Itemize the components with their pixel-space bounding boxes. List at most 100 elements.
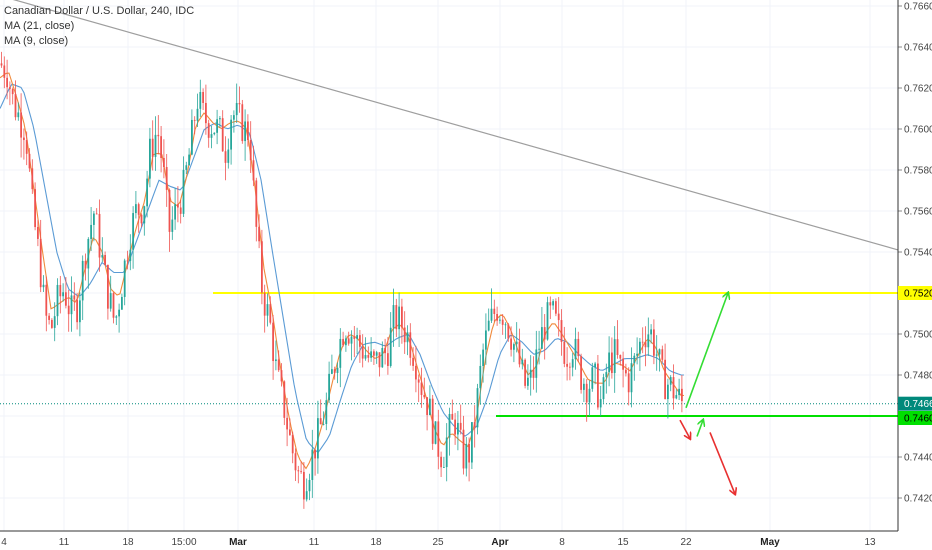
candle-body [157, 134, 160, 137]
candle-body [560, 320, 563, 342]
candle-body [188, 154, 190, 166]
candle-body [207, 123, 210, 138]
y-tick-label: 0.7580 [904, 166, 932, 177]
candle-body [165, 167, 168, 190]
candle-body [507, 324, 510, 339]
candle-body [485, 330, 487, 350]
candle-body [115, 316, 118, 318]
candle-body [261, 241, 263, 293]
projection-arrow-down_short [679, 419, 690, 438]
candle-body [415, 365, 417, 380]
candle-body [23, 137, 25, 141]
y-tick-label: 0.7640 [904, 43, 932, 54]
candle-body [493, 308, 496, 314]
candle-body [322, 424, 325, 425]
candle-body [109, 293, 112, 309]
candle-body [314, 449, 316, 459]
ma21-line [0, 83, 685, 454]
candle-body [196, 108, 199, 121]
candle-body [426, 397, 428, 416]
candle-body [555, 301, 557, 314]
candle-body [342, 338, 344, 346]
candle-body [373, 351, 375, 356]
candle-body [73, 295, 76, 300]
candle-body [420, 382, 423, 395]
candle-body [241, 104, 244, 142]
candle-body [101, 255, 104, 258]
candle-body [515, 341, 518, 345]
candle-body [160, 136, 162, 158]
candle-body [454, 419, 456, 435]
candle-body [378, 352, 381, 368]
candle-body [653, 329, 655, 356]
candle-body [625, 369, 627, 374]
candle-body [597, 363, 599, 408]
candle-body [233, 115, 235, 120]
candle-body [457, 422, 459, 435]
candle-body [398, 306, 400, 330]
candle-body [630, 363, 633, 393]
candle-body [521, 359, 524, 365]
candle-body [205, 102, 207, 124]
candle-body [305, 491, 308, 500]
candle-body [445, 437, 448, 468]
candle-body [297, 470, 300, 472]
candle-body [588, 388, 591, 403]
candle-body [249, 140, 252, 161]
candle-body [179, 207, 182, 214]
candle-body [177, 204, 179, 208]
levels-layer [0, 292, 898, 417]
candle-body [34, 189, 36, 228]
candle-body [126, 260, 129, 262]
candle-body [546, 302, 549, 340]
candle-body [210, 134, 213, 138]
candle-body [3, 65, 6, 78]
candle-body [462, 429, 465, 469]
candle-body [616, 339, 619, 355]
candle-body [230, 119, 232, 150]
candle-body [333, 369, 336, 373]
candle-body [59, 284, 62, 297]
candle-body [403, 327, 406, 343]
candle-body [182, 169, 185, 214]
candle-body [401, 306, 403, 328]
y-tick-label: 0.7500 [904, 330, 932, 341]
candle-body [93, 213, 95, 225]
x-tick-label: Mar [229, 537, 247, 548]
candle-body [121, 296, 123, 310]
candle-body [325, 400, 328, 425]
candle-body [471, 422, 473, 463]
candle-body [641, 341, 644, 343]
candle-body [219, 118, 221, 120]
x-tick-label: Apr [491, 537, 508, 548]
candle-body [11, 89, 14, 95]
candle-body [423, 394, 426, 398]
candle-body [95, 213, 98, 215]
chart-title: Canadian Dollar / U.S. Dollar, 240, IDC [4, 5, 195, 17]
legend-ma9: MA (9, close) [4, 35, 69, 47]
candle-body [392, 305, 395, 328]
candle-body [79, 300, 81, 323]
candle-body [238, 102, 241, 105]
trendline-layer [12, 0, 899, 251]
candle-body [353, 336, 356, 339]
candle-body [263, 292, 266, 316]
descending-trendline [12, 0, 899, 251]
candle-body [510, 338, 512, 350]
candle-body [339, 338, 342, 368]
candle-body [574, 338, 577, 360]
candle-body [594, 363, 596, 368]
candle-body [479, 365, 482, 389]
x-tick-label: 4 [1, 537, 7, 548]
candle-body [569, 366, 571, 368]
candle-body [672, 377, 675, 399]
candle-body [132, 213, 134, 250]
candle-body [28, 153, 31, 169]
candle-body [185, 165, 188, 170]
candle-body [451, 413, 454, 420]
candle-body [350, 336, 353, 344]
candle-body [370, 351, 372, 358]
candle-body [104, 255, 106, 265]
